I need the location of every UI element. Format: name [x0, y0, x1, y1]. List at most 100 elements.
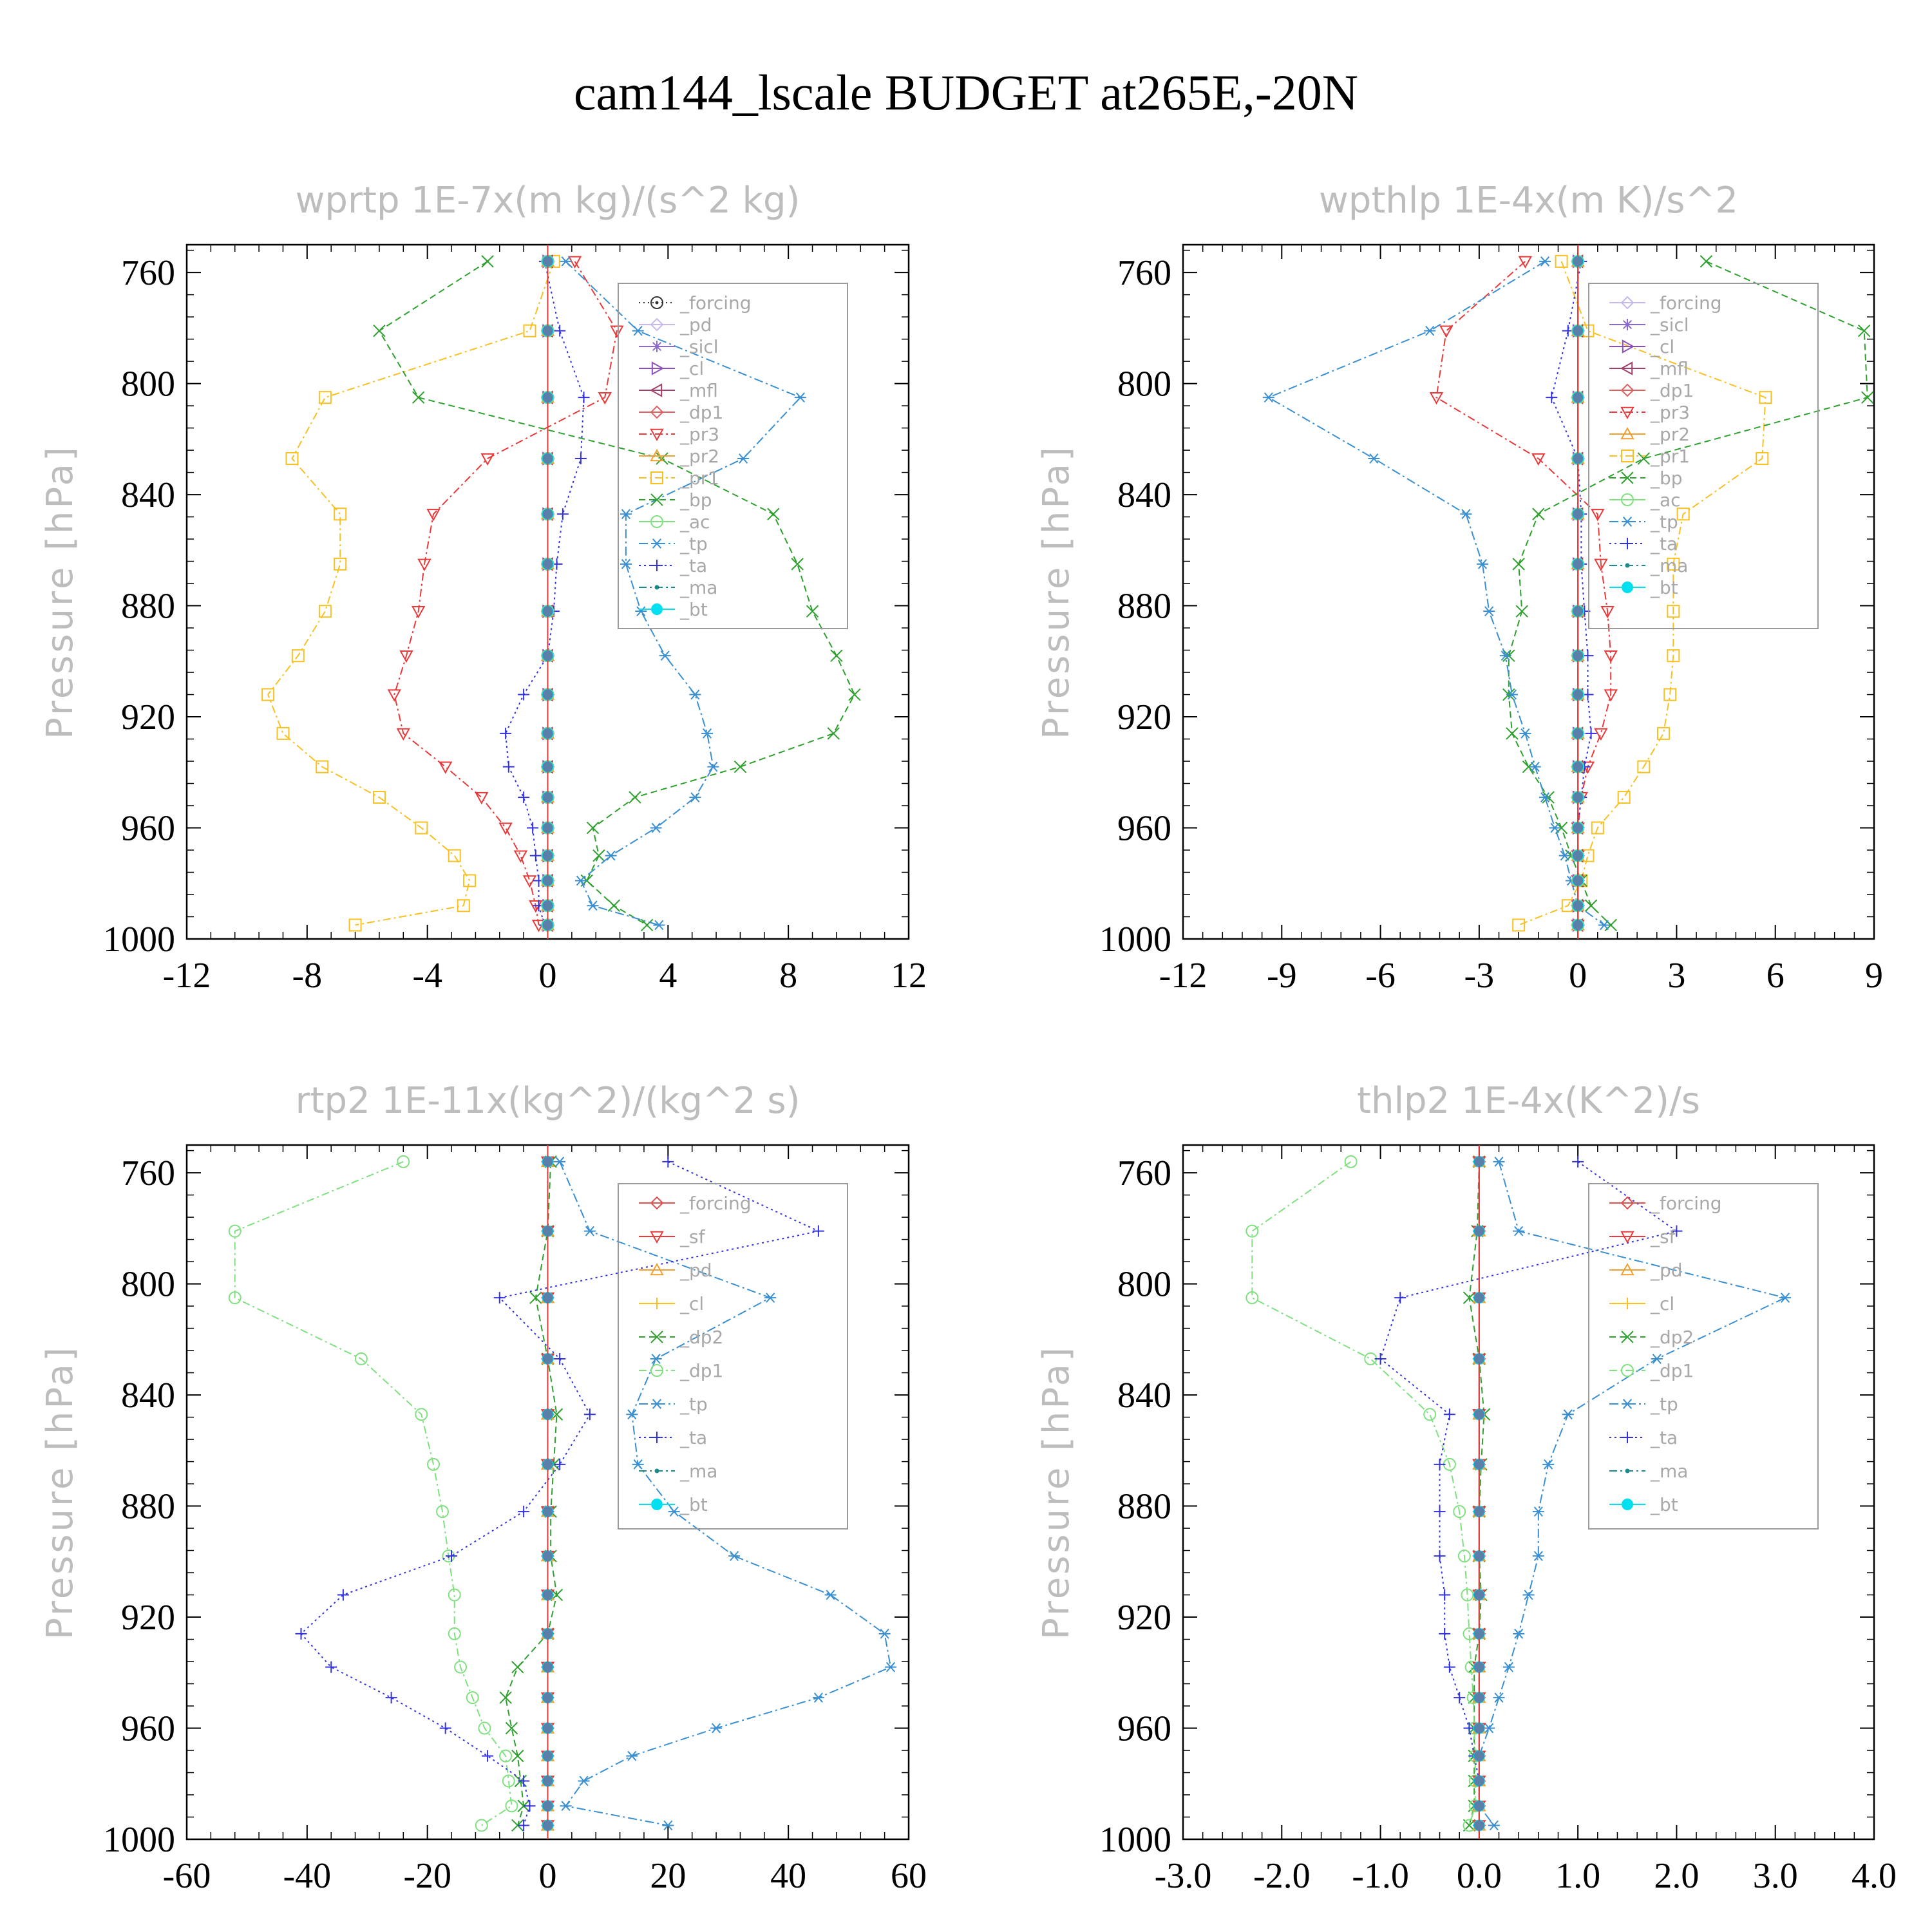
- legend-entry: _forcing: [639, 292, 752, 314]
- legend-marker: [651, 1499, 663, 1510]
- data-point: [387, 689, 401, 702]
- x-tick-label: -12: [1159, 956, 1208, 996]
- data-point: [620, 509, 632, 520]
- legend-label: _tp: [679, 533, 708, 554]
- center-marker: [1573, 689, 1584, 700]
- data-point: [653, 920, 665, 931]
- y-tick-label: 1000: [1099, 920, 1171, 960]
- x-tick-label: 60: [891, 1856, 927, 1896]
- legend-label: _bt: [679, 1494, 708, 1515]
- legend-marker: [1621, 493, 1634, 506]
- legend-entry: _ta: [1609, 533, 1678, 554]
- data-point: [1532, 1506, 1544, 1517]
- data-point: [1779, 1293, 1792, 1303]
- data-point: [1522, 1589, 1535, 1600]
- y-tick-label: 760: [1117, 253, 1171, 293]
- data-point: [493, 1292, 506, 1304]
- legend-label: _bt: [1650, 1494, 1678, 1515]
- center-marker: [1573, 256, 1584, 267]
- center-marker: [1573, 822, 1584, 833]
- panel-title: wprtp 1E-7x(m kg)/(s^2 kg): [296, 180, 800, 222]
- x-tick-label: 4: [659, 956, 677, 996]
- data-point: [457, 899, 470, 913]
- data-point: [1457, 1549, 1471, 1563]
- data-point: [499, 1691, 512, 1704]
- data-point: [1598, 920, 1611, 931]
- legend-entry: _bp: [639, 489, 712, 511]
- y-tick-label: 840: [121, 475, 175, 515]
- legend-marker: [650, 405, 664, 419]
- legend-marker: [650, 1196, 664, 1210]
- data-point: [629, 791, 641, 804]
- data-point: [518, 791, 530, 804]
- series-bp: [373, 255, 861, 932]
- legend-marker: [650, 493, 663, 506]
- data-point: [1663, 688, 1677, 701]
- center-marker: [542, 1628, 553, 1639]
- data-point: [480, 453, 495, 466]
- data-point: [529, 849, 542, 862]
- series-line: [300, 1160, 821, 1826]
- center-marker: [542, 1662, 553, 1672]
- legend-label: _cl: [1650, 336, 1674, 357]
- center-marker: [542, 728, 553, 739]
- y-tick-label: 960: [121, 1709, 175, 1749]
- legend-marker: [1621, 471, 1634, 484]
- legend: _forcing_sicl_cl_mfl_dp1_pr3_pr2_pr1_bp_…: [1588, 283, 1819, 629]
- series-line: [1267, 261, 1605, 926]
- panel-title: wpthlp 1E-4x(m K)/s^2: [1319, 180, 1738, 222]
- data-point: [1483, 606, 1495, 617]
- legend-label: _pr3: [1650, 402, 1690, 423]
- y-axis-label: Pressure [hPa]: [1036, 444, 1077, 739]
- y-tick-label: 960: [1117, 1709, 1171, 1749]
- legend-marker: [1620, 383, 1634, 397]
- legend-marker: [1622, 582, 1633, 593]
- data-point: [348, 918, 362, 932]
- y-tick-label: 840: [1117, 475, 1171, 515]
- data-point: [513, 850, 528, 863]
- legend-label: _forcing: [1650, 1193, 1722, 1214]
- data-point: [482, 1750, 494, 1762]
- data-point: [556, 508, 569, 520]
- center-marker: [542, 1820, 553, 1831]
- legend: _forcing _sf _pd _cl _dp2 _dp1 _tp _ta _ma _bt: [618, 1183, 848, 1530]
- data-point: [1604, 689, 1618, 702]
- center-marker: [542, 1692, 553, 1703]
- y-axis-label: Pressure [hPa]: [1036, 1345, 1077, 1640]
- data-point: [439, 1722, 451, 1734]
- series-tp: [554, 1157, 896, 1831]
- data-point: [728, 1551, 741, 1562]
- data-point: [626, 1409, 638, 1420]
- series-ta: [295, 1155, 824, 1832]
- legend-entry: _pr3: [1609, 402, 1690, 423]
- data-point: [498, 822, 513, 835]
- panel-title: rtp2 1E-11x(kg^2)/(kg^2 s): [296, 1080, 800, 1122]
- center-marker: [542, 1459, 553, 1470]
- x-tick-label: -20: [403, 1856, 451, 1896]
- data-point: [1542, 1459, 1555, 1470]
- data-point: [1549, 822, 1561, 833]
- legend-entry: _pd: [1609, 1260, 1683, 1281]
- legend-entry: _ma: [639, 1461, 717, 1482]
- data-point: [1562, 1409, 1574, 1420]
- legend-marker: [651, 538, 663, 549]
- center-marker: [542, 822, 553, 833]
- data-point: [1443, 1661, 1455, 1673]
- legend-entry: _pr3: [639, 424, 719, 445]
- legend-marker: [1620, 406, 1634, 420]
- data-point: [499, 1749, 513, 1763]
- legend-entry: _sf: [639, 1226, 706, 1247]
- data-point: [1604, 650, 1618, 663]
- legend-label: _tp: [1650, 1394, 1678, 1415]
- legend-label: _sicl: [679, 336, 719, 357]
- data-point: [1600, 605, 1615, 619]
- data-point: [567, 256, 582, 269]
- data-point: [794, 392, 806, 403]
- legend-marker: [1622, 1298, 1633, 1309]
- center-marker: [1473, 1293, 1484, 1303]
- data-point: [1262, 392, 1274, 403]
- data-point: [689, 689, 701, 700]
- data-point: [276, 726, 290, 740]
- legend-entry: _sf: [1609, 1226, 1676, 1247]
- data-point: [316, 760, 329, 773]
